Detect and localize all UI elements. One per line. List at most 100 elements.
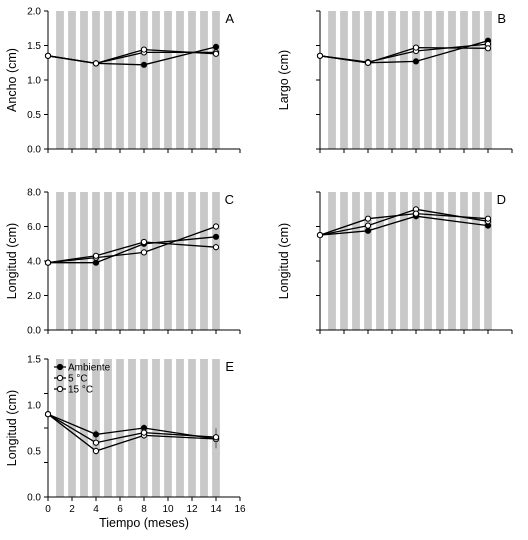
x-tick-label: 0 [45, 504, 51, 515]
shade-band [164, 192, 172, 330]
data-point [140, 429, 148, 436]
shade-band [472, 11, 480, 149]
y-axis-label: Largo (cm) [277, 50, 291, 110]
shade-band [128, 192, 136, 330]
data-point [412, 44, 420, 51]
y-tick-label: 1.0 [27, 76, 41, 87]
data-point [364, 222, 372, 229]
shade-band [152, 11, 160, 149]
panel-e: 0.0 0.5 1.0 1.5 0 2 4 6 8 10 12 14 16 E Longitud (cm) T… [5, 355, 246, 531]
shade-band [80, 192, 88, 330]
shade-band [104, 192, 112, 330]
series-2 [316, 210, 492, 239]
shade-band [116, 192, 124, 330]
shade-band [92, 11, 100, 149]
series-line [47, 225, 217, 264]
shade-band [164, 11, 172, 149]
data-point [92, 431, 100, 438]
panel-label: A [225, 11, 234, 26]
series-line [47, 413, 217, 440]
data-point [364, 227, 372, 234]
x-tick-label: 16 [234, 504, 246, 515]
y-tick-label: 4.0 [27, 257, 41, 268]
data-point [412, 58, 420, 65]
shade-band [424, 11, 432, 149]
data-point [44, 259, 52, 266]
y-tick-label: 2.0 [27, 7, 41, 18]
data-point [212, 223, 220, 230]
shade-band [484, 11, 492, 149]
shade-band [412, 192, 420, 330]
data-point [316, 232, 324, 239]
shade-band [364, 192, 372, 330]
series-line [319, 208, 489, 236]
x-axis-label: Tiempo (meses) [99, 516, 189, 530]
data-point [92, 60, 100, 67]
shade-band [128, 11, 136, 149]
series-line [47, 413, 217, 452]
shade-band [116, 359, 124, 497]
shade-band [352, 192, 360, 330]
y-tick-label: 0.5 [27, 447, 41, 458]
series-2 [316, 44, 492, 66]
data-point [92, 439, 100, 446]
data-point [484, 215, 492, 222]
series-line [319, 212, 489, 236]
shade-band [448, 11, 456, 149]
series-line [47, 48, 217, 65]
panel-label: C [225, 192, 234, 207]
shade-band [424, 192, 432, 330]
shade-band [328, 11, 336, 149]
x-tick-label: 6 [117, 504, 123, 515]
shade-band [104, 11, 112, 149]
panel-a: 0.0 0.5 1.0 1.5 2.0 A Ancho (cm) [5, 7, 241, 156]
y-axis-label: Longitud (cm) [277, 223, 291, 299]
data-point [212, 43, 220, 51]
data-point [484, 45, 492, 52]
shade-band [188, 359, 196, 497]
shade-band [176, 192, 184, 330]
legend-label: 5 °C [68, 374, 88, 385]
shade-band [212, 192, 220, 330]
shade-band [140, 192, 148, 330]
shade-band [68, 11, 76, 149]
shade-band [212, 11, 220, 149]
shade-band [340, 11, 348, 149]
shade-band [188, 192, 196, 330]
data-point [92, 259, 100, 266]
legend-marker [56, 374, 64, 382]
shade-band [56, 359, 64, 497]
data-point [412, 210, 420, 217]
panel-b: B Largo (cm) [277, 10, 513, 153]
shade-band [80, 11, 88, 149]
shade-band [340, 192, 348, 330]
series-line [47, 241, 217, 264]
shade-band [116, 11, 124, 149]
x-tick-label: 10 [162, 504, 174, 515]
x-tick-label: 12 [186, 504, 198, 515]
shade-band [472, 192, 480, 330]
shade-band [400, 11, 408, 149]
y-tick-label: 0.0 [27, 326, 41, 337]
legend-label: 15 °C [68, 385, 93, 396]
y-tick-label: 8.0 [27, 188, 41, 199]
panel-label: D [497, 192, 506, 207]
shade-band [128, 359, 136, 497]
legend-marker [56, 385, 64, 393]
series-line [47, 413, 217, 444]
shade-band [484, 192, 492, 330]
panel-label: B [497, 11, 506, 26]
data-point [140, 46, 148, 53]
data-point [212, 233, 220, 240]
panel-c: 0.0 2.0 4.0 6.0 8.0 C Longitud (cm) [5, 188, 241, 337]
data-point [140, 238, 148, 246]
shade-band [436, 11, 444, 149]
data-point [92, 447, 100, 455]
series-line [319, 46, 489, 64]
data-point [140, 249, 148, 256]
data-point [364, 59, 372, 66]
legend-marker [56, 363, 64, 371]
y-axis-label: Longitud (cm) [5, 390, 19, 466]
series-2 [44, 238, 220, 266]
